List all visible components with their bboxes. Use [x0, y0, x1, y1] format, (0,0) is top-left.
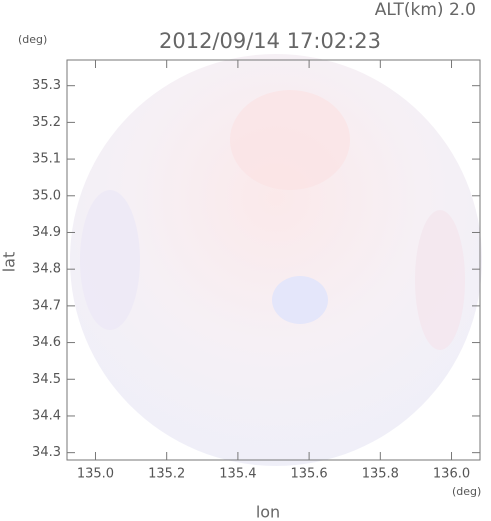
altitude-label: ALT(km) 2.0	[375, 0, 476, 20]
y-axis-label: lat	[0, 252, 19, 273]
y-tick-label: 35.3	[32, 78, 61, 93]
y-tick-label: 34.6	[32, 335, 61, 350]
radar-field	[70, 54, 482, 466]
x-tick-label: 136.0	[433, 467, 470, 482]
y-tick-label: 34.5	[32, 372, 61, 387]
plot-frame	[66, 59, 481, 461]
echo-patch	[415, 210, 465, 350]
x-tick-label: 135.2	[148, 467, 185, 482]
x-axis-label: lon	[256, 503, 280, 521]
echo-patch	[230, 90, 350, 190]
x-tick-label: 135.8	[362, 467, 399, 482]
x-unit: (deg)	[452, 485, 481, 498]
x-tick-label: 135.0	[77, 467, 114, 482]
echo-patch	[272, 276, 328, 324]
radar-circle	[70, 54, 482, 466]
chart-title: 2012/09/14 17:02:23	[159, 29, 381, 53]
echo-patch	[80, 190, 140, 330]
y-tick-label: 34.8	[32, 262, 61, 277]
y-tick-label: 35.2	[32, 115, 61, 130]
y-tick-label: 34.9	[32, 225, 61, 240]
y-tick-label: 34.4	[32, 408, 61, 423]
x-tick-label: 135.6	[290, 467, 327, 482]
y-tick-label: 34.7	[32, 298, 61, 313]
x-tick-label: 135.4	[219, 467, 256, 482]
y-tick-label: 35.0	[32, 188, 61, 203]
y-tick-label: 34.3	[32, 445, 61, 460]
y-tick-label: 35.1	[32, 152, 61, 167]
y-unit: (deg)	[18, 33, 47, 46]
